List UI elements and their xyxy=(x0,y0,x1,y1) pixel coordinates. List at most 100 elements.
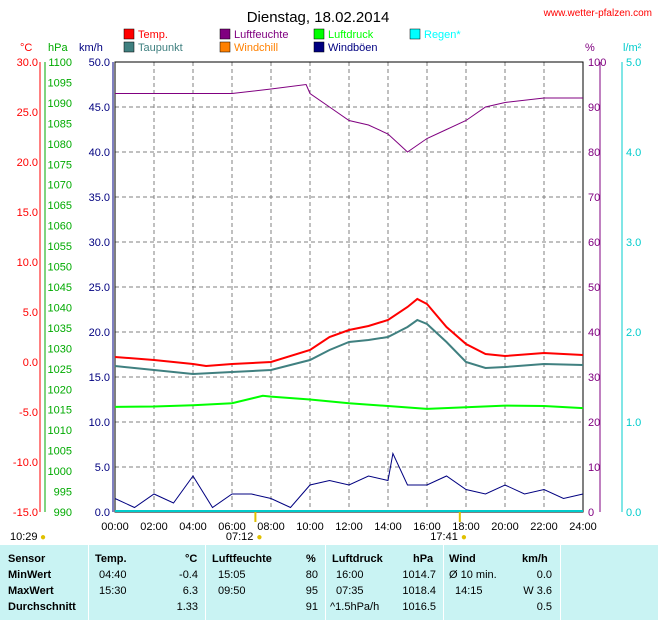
pressure-tick-label: 1050 xyxy=(48,262,72,274)
wind-tick-label: 45.0 xyxy=(89,102,110,114)
x-tick-label: 24:00 xyxy=(569,521,597,533)
temp-tick-label: -15.0 xyxy=(13,507,38,519)
sun-icon: ● xyxy=(461,532,467,543)
legend: Temp. Luftfeuchte Luftdruck Regen* Taupunkt W… xyxy=(123,28,461,54)
header-temp: Temp. xyxy=(95,553,127,565)
rain-tick-label: 3.0 xyxy=(626,237,641,249)
plot-area xyxy=(114,61,584,513)
row-min-label: MinWert xyxy=(8,569,52,581)
header-wind-unit: km/h xyxy=(522,553,548,565)
row-min-temp-val: -0.4 xyxy=(179,569,198,581)
pressure-tick-label: 995 xyxy=(54,487,72,499)
temp-tick-label: 15.0 xyxy=(17,207,38,219)
header-temp-unit: °C xyxy=(185,553,198,565)
row-avg-label: Durchschnitt xyxy=(8,601,76,613)
header-humidity: Luftfeuchte xyxy=(212,553,272,565)
legend-swatch xyxy=(123,28,135,40)
row-max-temp-val: 6.3 xyxy=(182,585,198,597)
pressure-tick-label: 1040 xyxy=(48,302,72,314)
rain-tick-label: 1.0 xyxy=(626,417,641,429)
header-pressure-unit: hPa xyxy=(413,553,434,565)
wind-tick-label: 0.0 xyxy=(95,507,110,519)
rain-axis-unit: l/m² xyxy=(623,42,642,54)
pressure-tick-label: 1075 xyxy=(48,159,72,171)
pressure-tick-label: 1035 xyxy=(48,323,72,335)
humidity-tick-label: 80 xyxy=(588,147,600,159)
humidity-tick-label: 0 xyxy=(588,507,594,519)
temp-tick-label: 20.0 xyxy=(17,157,38,169)
x-tick-label: 12:00 xyxy=(335,521,363,533)
pressure-tick-label: 1005 xyxy=(48,446,72,458)
pressure-tick-label: 1100 xyxy=(48,57,72,69)
wind-tick-label: 5.0 xyxy=(95,462,110,474)
temp-tick-label: 0.0 xyxy=(23,357,38,369)
rain-tick-label: 4.0 xyxy=(626,147,641,159)
legend-label: Taupunkt xyxy=(138,42,183,54)
chart-title: Dienstag, 18.02.2014 xyxy=(247,9,390,26)
pressure-tick-label: 1070 xyxy=(48,180,72,192)
x-tick-label: 18:00 xyxy=(452,521,480,533)
legend-label: Temp. xyxy=(138,29,168,41)
row-avg-press-val: 1016.5 xyxy=(402,601,436,613)
weather-chart: Dienstag, 18.02.2014 www.wetter-pfalzen.… xyxy=(10,8,652,543)
source-link[interactable]: www.wetter-pfalzen.com xyxy=(543,8,652,19)
row-max-hum-val: 95 xyxy=(305,585,318,597)
row-max-press-time: 07:35 xyxy=(336,585,364,597)
humidity-tick-label: 20 xyxy=(588,417,600,429)
humidity-tick-label: 90 xyxy=(588,102,600,114)
pressure-tick-label: 1045 xyxy=(48,282,72,294)
humidity-tick-label: 70 xyxy=(588,192,600,204)
temp-axis-unit: °C xyxy=(20,42,32,54)
x-tick-label: 14:00 xyxy=(374,521,402,533)
x-tick-label: 10:00 xyxy=(296,521,324,533)
humidity-tick-label: 10 xyxy=(588,462,600,474)
row-avg-temp-val: 1.33 xyxy=(176,601,198,613)
header-humidity-unit: % xyxy=(306,553,316,565)
wind-tick-label: 50.0 xyxy=(89,57,110,69)
temp-tick-label: 10.0 xyxy=(17,257,38,269)
x-tick-label: 00:00 xyxy=(101,521,129,533)
rain-tick-label: 0.0 xyxy=(626,507,641,519)
legend-swatch xyxy=(409,28,421,40)
header-wind: Wind xyxy=(449,553,476,565)
pressure-tick-label: 1085 xyxy=(48,118,72,130)
x-tick-label: 20:00 xyxy=(491,521,519,533)
legend-label: Regen* xyxy=(424,29,461,41)
row-max-wind-val: W 3.6 xyxy=(523,585,552,597)
pressure-axis-unit: hPa xyxy=(48,42,68,54)
x-tick-label: 22:00 xyxy=(530,521,558,533)
row-min-hum-val: 80 xyxy=(305,569,318,581)
pressure-tick-label: 1080 xyxy=(48,139,72,151)
axes: 30.0 25.0 20.0 15.0 10.0 5.0 0.0 -5.0 -10.0 -15.0… xyxy=(13,57,641,533)
sun-icon: ● xyxy=(256,532,262,543)
legend-label: Windböen xyxy=(328,42,378,54)
legend-label: Luftdruck xyxy=(328,29,374,41)
series-line-luftfeuchte xyxy=(115,83,583,153)
x-tick-label: 04:00 xyxy=(179,521,207,533)
temp-tick-label: 25.0 xyxy=(17,107,38,119)
wind-tick-label: 20.0 xyxy=(89,327,110,339)
wind-axis-unit: km/h xyxy=(79,42,103,54)
series-line-temp- xyxy=(114,297,584,368)
pressure-tick-label: 1025 xyxy=(48,364,72,376)
humidity-tick-label: 100 xyxy=(588,57,606,69)
daylight-duration: 10:29 xyxy=(10,531,38,543)
sunrise-time: 07:12 xyxy=(226,531,254,543)
sunset-time: 17:41 xyxy=(430,531,458,543)
legend-swatch xyxy=(313,41,325,53)
sun-icon: ● xyxy=(40,532,46,543)
wind-tick-label: 35.0 xyxy=(89,192,110,204)
sun-markers: 07:12 ● 17:41 ●10:29 ● xyxy=(10,512,467,543)
pressure-tick-label: 1015 xyxy=(48,405,72,417)
humidity-tick-label: 30 xyxy=(588,372,600,384)
humidity-tick-label: 40 xyxy=(588,327,600,339)
series-line-luftdruck xyxy=(114,394,584,410)
legend-label: Luftfeuchte xyxy=(234,29,288,41)
pressure-tick-label: 1000 xyxy=(48,466,72,478)
wind-tick-label: 40.0 xyxy=(89,147,110,159)
legend-swatch xyxy=(313,28,325,40)
temp-tick-label: 30.0 xyxy=(17,57,38,69)
row-min-press-val: 1014.7 xyxy=(402,569,436,581)
temp-tick-label: -10.0 xyxy=(13,457,38,469)
pressure-tick-label: 1030 xyxy=(48,343,72,355)
